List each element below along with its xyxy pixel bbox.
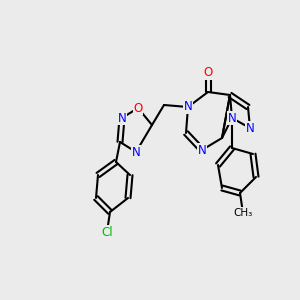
Text: N: N (198, 143, 206, 157)
Text: N: N (118, 112, 126, 124)
Text: Cl: Cl (101, 226, 113, 238)
Text: N: N (184, 100, 192, 113)
Text: N: N (228, 112, 236, 124)
Text: N: N (132, 146, 140, 158)
Text: O: O (203, 67, 213, 80)
Text: N: N (246, 122, 254, 134)
Text: CH₃: CH₃ (233, 208, 253, 218)
Text: O: O (134, 101, 142, 115)
